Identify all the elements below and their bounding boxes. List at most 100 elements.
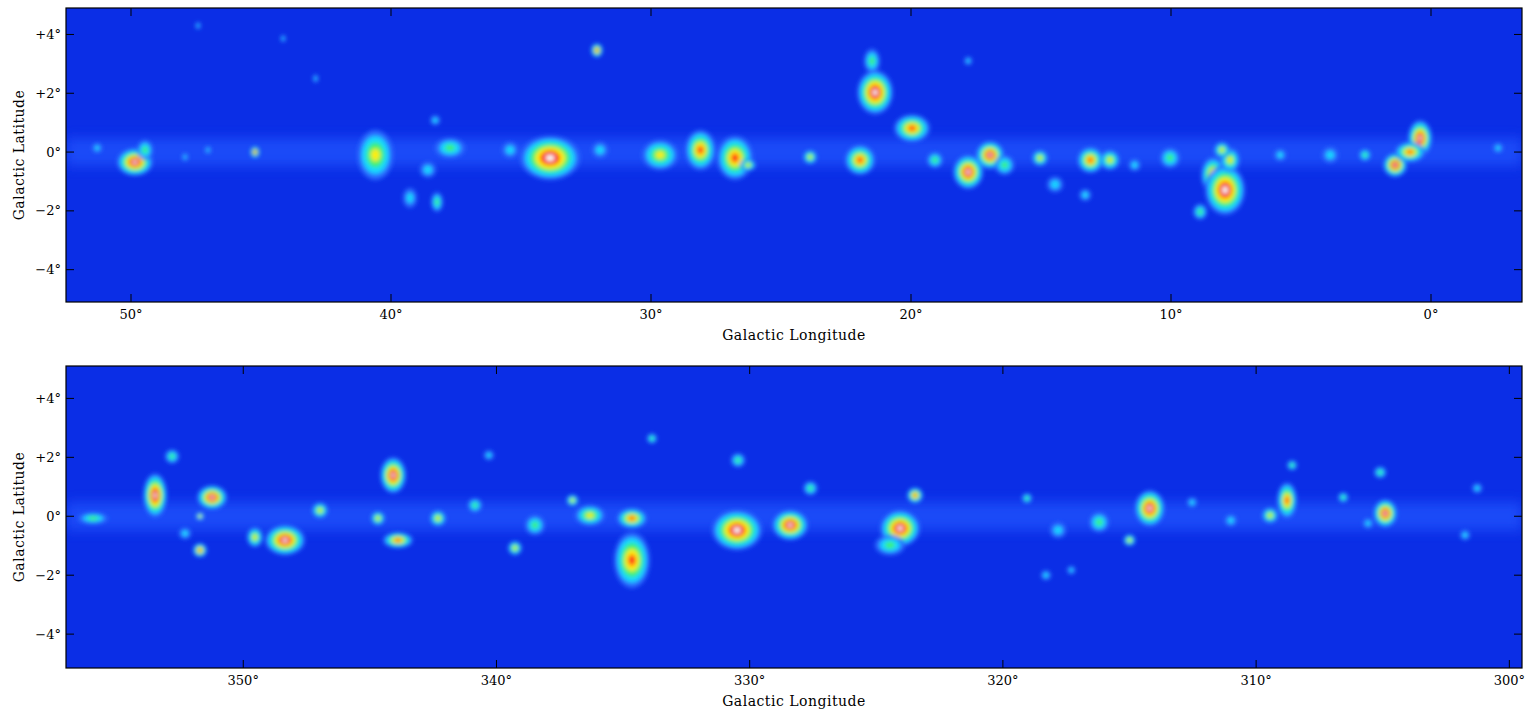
source (1338, 492, 1348, 502)
source-level (966, 59, 970, 63)
source-level (625, 549, 639, 571)
y-tick (1514, 634, 1522, 635)
source-level (420, 162, 436, 178)
source (1395, 142, 1425, 162)
source-level (153, 492, 157, 499)
source (1277, 482, 1297, 518)
source (1274, 149, 1286, 161)
source-level (205, 146, 211, 154)
y-tick (66, 457, 74, 458)
source-level (901, 120, 923, 137)
source-level (198, 549, 201, 552)
source-level (511, 545, 518, 552)
source-level (1407, 150, 1413, 154)
source-level (985, 150, 994, 159)
source-level (860, 74, 890, 111)
source-level (196, 512, 204, 520)
source-level (1096, 519, 1103, 526)
source (520, 136, 580, 180)
source-level (1398, 144, 1422, 160)
source-level (848, 148, 872, 172)
source (1220, 148, 1240, 172)
source-level (433, 195, 441, 208)
source-level (473, 503, 478, 508)
y-tick (1514, 269, 1522, 270)
source-level (851, 151, 869, 169)
source (1359, 149, 1371, 161)
source (964, 57, 972, 65)
source (247, 527, 263, 547)
source (371, 511, 385, 525)
y-tick-label: 0° (46, 509, 61, 524)
source-level (1167, 155, 1174, 162)
x-tick-label: 50° (119, 307, 142, 322)
source-level (1460, 530, 1470, 540)
source-level (1268, 513, 1272, 517)
source-level (406, 193, 413, 203)
source-level (196, 546, 205, 554)
source-level (1374, 466, 1386, 478)
source-level (628, 555, 635, 566)
source-level (431, 192, 443, 212)
source (1047, 176, 1063, 192)
source-level (731, 154, 738, 163)
source-level (1216, 144, 1228, 156)
source (592, 142, 608, 158)
source (907, 487, 923, 503)
source-level (1214, 142, 1230, 158)
y-tick (66, 269, 74, 270)
source-level (1022, 493, 1032, 503)
source-level (656, 151, 665, 158)
source-level (1105, 155, 1115, 165)
source-level (95, 145, 100, 150)
source-level (532, 522, 539, 529)
source (165, 449, 179, 463)
source-level (132, 160, 138, 165)
source-level (854, 154, 866, 166)
source-level (545, 154, 555, 161)
source-level (251, 532, 259, 542)
figure: 50°40°30°20°10°0°+4°+2°0°−2°−4°Galactic … (0, 0, 1530, 718)
source-level (1289, 462, 1296, 469)
source (357, 130, 393, 180)
source (1077, 147, 1103, 173)
source-level (433, 118, 438, 123)
source (1262, 507, 1278, 523)
background (66, 8, 1522, 302)
x-tick-label: 40° (379, 307, 402, 322)
x-tick (1256, 366, 1257, 374)
source-level (1220, 148, 1240, 172)
source-level (694, 142, 706, 158)
source-level (535, 147, 565, 169)
source-level (1100, 150, 1120, 170)
source-level (571, 499, 574, 502)
x-tick-label: 300° (1494, 673, 1525, 688)
source (566, 494, 578, 506)
source-level (1051, 180, 1059, 188)
source-level (591, 43, 603, 57)
source-level (1379, 506, 1391, 520)
source-level (510, 543, 521, 554)
y-tick (66, 210, 74, 211)
source-level (912, 492, 918, 498)
source-level (575, 505, 605, 525)
source-level (1373, 499, 1397, 527)
source (647, 433, 657, 443)
source-level (525, 515, 545, 535)
source-level (697, 146, 703, 154)
source-level (744, 162, 752, 168)
source-level (1160, 148, 1180, 168)
source (250, 146, 260, 158)
source-level (1377, 504, 1393, 522)
source-level (1102, 153, 1117, 168)
x-tick (1256, 660, 1257, 668)
x-tick (1431, 8, 1432, 16)
x-tick-label: 0° (1424, 307, 1439, 322)
source (420, 162, 436, 178)
source-level (1220, 148, 1224, 152)
source-level (165, 449, 179, 463)
y-tick (1514, 210, 1522, 211)
source-level (254, 151, 257, 154)
source-level (626, 514, 638, 522)
source-level (720, 517, 753, 544)
